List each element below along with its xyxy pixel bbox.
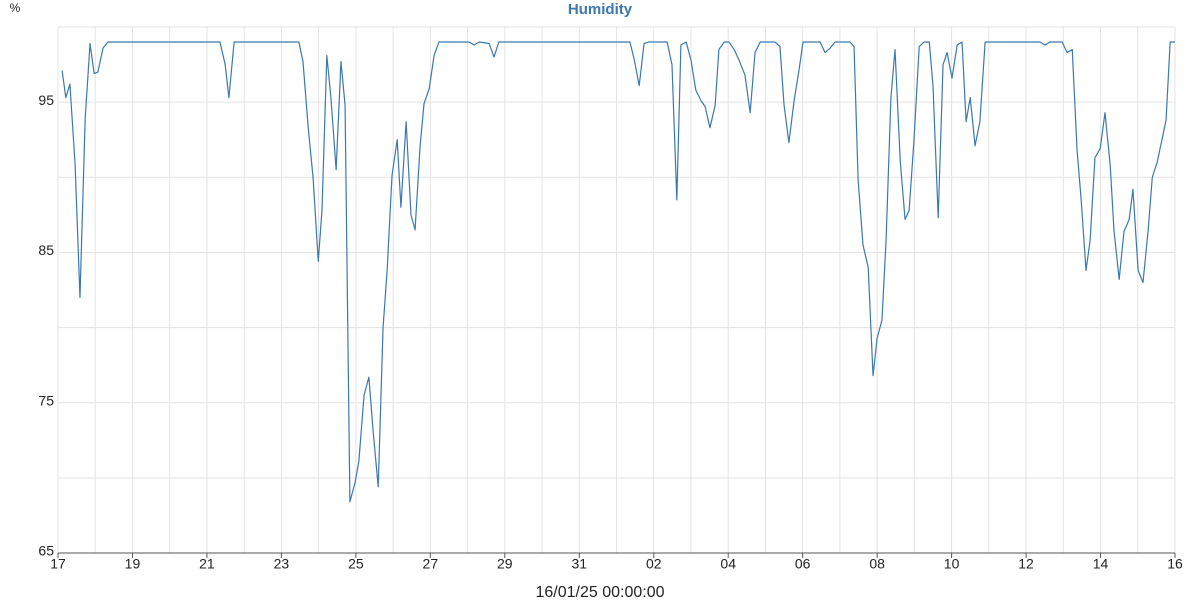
data-line (61, 41, 1175, 503)
x-tick-label: 06 (795, 556, 811, 572)
x-tick-label: 21 (199, 556, 215, 572)
y-tick-label: 75 (38, 392, 54, 408)
y-tick-label: 65 (38, 543, 54, 559)
x-tick-label: 10 (944, 556, 960, 572)
x-tick-label: 08 (869, 556, 885, 572)
x-tick-label: 16 (1167, 556, 1183, 572)
y-tick-label: 95 (38, 92, 54, 108)
x-axis-label: 16/01/25 00:00:00 (535, 584, 664, 600)
y-unit: % (10, 1, 21, 15)
x-tick-label: 31 (571, 556, 587, 572)
x-tick-label: 14 (1093, 556, 1109, 572)
x-tick-label: 19 (125, 556, 141, 572)
x-tick-label: 02 (646, 556, 662, 572)
x-tick-label: 29 (497, 556, 513, 572)
x-tick-label: 12 (1018, 556, 1034, 572)
chart-title: Humidity (568, 1, 633, 18)
x-tick-label: 04 (720, 556, 736, 572)
x-tick-label: 17 (50, 556, 66, 572)
x-tick-label: 27 (423, 556, 439, 572)
x-tick-label: 25 (348, 556, 364, 572)
y-tick-label: 85 (38, 242, 54, 258)
x-tick-label: 23 (274, 556, 290, 572)
